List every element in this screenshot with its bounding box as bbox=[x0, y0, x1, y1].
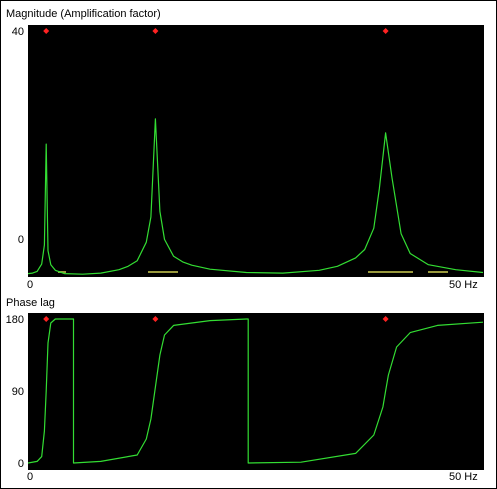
phase-y-zero-label: 0 bbox=[17, 458, 24, 470]
magnitude-chart-svg bbox=[28, 28, 484, 275]
phase-series-line-0 bbox=[28, 318, 484, 464]
magnitude-plot[interactable] bbox=[28, 25, 484, 277]
magnitude-x-max-label: 50 Hz bbox=[449, 279, 478, 291]
phase-resonance-marker-2 bbox=[382, 316, 389, 322]
magnitude-baseline-mark-3 bbox=[428, 271, 448, 273]
phase-chart-svg bbox=[28, 316, 484, 464]
phase-y-max-label: 180 bbox=[5, 314, 24, 326]
magnitude-y-max-label: 40 bbox=[11, 26, 24, 38]
magnitude-title: Magnitude (Amplification factor) bbox=[6, 8, 161, 20]
magnitude-baseline-mark-0 bbox=[58, 271, 66, 273]
magnitude-series-line-0 bbox=[28, 118, 484, 275]
magnitude-resonance-marker-0 bbox=[43, 28, 50, 34]
magnitude-x-min-label: 0 bbox=[27, 279, 34, 291]
magnitude-resonance-marker-2 bbox=[382, 28, 389, 34]
magnitude-resonance-marker-1 bbox=[152, 28, 159, 34]
phase-x-min-label: 0 bbox=[27, 471, 34, 483]
phase-x-max-label: 50 Hz bbox=[449, 471, 478, 483]
magnitude-y-zero-label: 0 bbox=[17, 234, 24, 246]
phase-plot[interactable] bbox=[28, 313, 484, 470]
magnitude-baseline-mark-1 bbox=[148, 271, 178, 273]
phase-resonance-marker-0 bbox=[43, 316, 50, 322]
phase-y-mid-label: 90 bbox=[11, 386, 24, 398]
phase-resonance-marker-1 bbox=[152, 316, 159, 322]
magnitude-baseline-mark-2 bbox=[368, 271, 413, 273]
phase-title: Phase lag bbox=[6, 297, 55, 309]
